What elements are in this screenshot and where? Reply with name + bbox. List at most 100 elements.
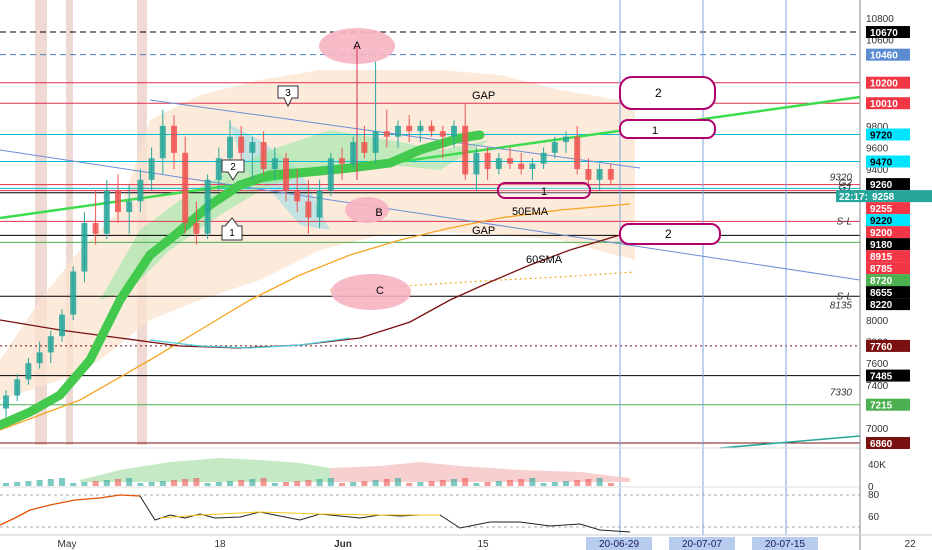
- candle-body: [529, 163, 536, 170]
- date-tag-bg: [669, 537, 735, 550]
- axis-note: G2: [839, 178, 853, 189]
- price-tag: 9200: [866, 226, 910, 239]
- price-tick-label: 8000: [866, 316, 889, 327]
- date-tag-label: 20-07-15: [765, 539, 805, 550]
- volume-bar: [563, 481, 569, 486]
- green-short-line: [719, 435, 861, 449]
- candle-body: [249, 142, 256, 153]
- box-1-low: [497, 182, 591, 199]
- price-tag: 9260: [866, 178, 910, 191]
- price-tag-value: 8220: [870, 300, 893, 311]
- box-2-bottom-label: 2: [665, 227, 672, 241]
- volume-bar: [395, 478, 401, 486]
- box-1-low-label: 1: [541, 186, 547, 198]
- volume-bar: [495, 481, 502, 486]
- candle-body: [383, 131, 390, 137]
- price-tag-value: 9720: [870, 130, 893, 141]
- candle-body: [361, 142, 368, 153]
- volume-bar: [59, 478, 65, 486]
- price-tag: 9720: [866, 128, 910, 141]
- price-tick-label: 7600: [866, 359, 889, 370]
- volume-bar: [159, 481, 166, 486]
- price-tag-bg: [866, 48, 910, 61]
- price-tag-bg: [866, 128, 910, 141]
- volume-bar: [227, 481, 233, 486]
- price-tag-bg: [836, 190, 932, 203]
- volume-bar: [47, 479, 54, 486]
- volume-bar: [529, 478, 536, 486]
- price-tick-label: 9800: [866, 122, 889, 133]
- date-tags: 20-06-29 20-07-07 20-07-15: [586, 537, 818, 550]
- price-tag-value: 9220: [870, 216, 893, 227]
- gap-top-label: GAP: [472, 90, 495, 102]
- candle-body: [294, 190, 301, 202]
- candle-body: [283, 158, 289, 191]
- candle-body: [406, 125, 413, 132]
- candle-body: [563, 136, 569, 143]
- price-tag: 8720: [866, 274, 910, 287]
- axis-note: 8135: [830, 300, 853, 311]
- volume-area-green: [80, 458, 330, 482]
- price-tag-value: 10460: [870, 51, 898, 62]
- price-tag-value: 9200: [870, 228, 893, 239]
- volume-bar: [137, 483, 144, 486]
- volume-bar: [81, 482, 88, 486]
- volume-bar: [305, 480, 312, 486]
- x-tick-label: Jun: [334, 539, 352, 550]
- candle-body: [574, 136, 581, 170]
- date-tag-bg: [752, 537, 818, 550]
- volume-bar: [473, 483, 480, 486]
- volume-bar: [484, 482, 491, 486]
- price-tag-bg: [866, 339, 910, 352]
- volume-bar: [551, 482, 558, 486]
- price-tag: 10200: [866, 76, 910, 90]
- volume-bar: [249, 479, 256, 486]
- candle-body: [59, 314, 65, 337]
- price-tag: 10670: [866, 26, 910, 39]
- price-tag-bg: [866, 398, 910, 411]
- volume-bar: [507, 480, 513, 486]
- price-tag-value: 9260: [870, 180, 893, 191]
- candle-body: [395, 125, 401, 137]
- green-band: [100, 130, 490, 300]
- price-tag-value: 10670: [870, 28, 898, 39]
- candle-body: [339, 158, 345, 164]
- x-tick-label: 22: [904, 539, 916, 550]
- volume-bar: [339, 483, 345, 486]
- wave-3-label: 3: [285, 88, 291, 99]
- rsi-tick-label: 60: [868, 512, 880, 523]
- ellipse-b: [345, 197, 389, 223]
- price-tag-bg: [866, 250, 910, 263]
- price-tag-bg: [866, 214, 910, 227]
- volume-bar: [574, 480, 581, 486]
- volume-bar: [70, 483, 77, 486]
- price-tag-value: 7760: [870, 342, 893, 353]
- wave-1-callout: [221, 217, 243, 241]
- axis-note: 9320: [830, 173, 853, 184]
- price-tag-value: 8915: [870, 252, 893, 263]
- price-tag-value: 9258: [872, 192, 895, 203]
- volume-bar: [92, 481, 99, 486]
- volume-bar: [596, 478, 603, 486]
- candle-body: [193, 222, 200, 234]
- candle-body: [507, 158, 513, 164]
- volume-bar: [372, 480, 379, 486]
- axis-note: S-L: [836, 216, 852, 227]
- price-tag-bg: [866, 437, 910, 449]
- volume-bars: [3, 478, 614, 486]
- price-tag-bg: [866, 97, 910, 110]
- price-tag-value: 9255: [870, 204, 893, 215]
- axis-note: G1: [839, 182, 852, 193]
- price-tick-label: 7000: [866, 424, 889, 435]
- candle-body: [607, 169, 614, 180]
- wave-3-callout: [277, 85, 299, 108]
- candle-body: [540, 152, 547, 164]
- volume-bar: [182, 479, 189, 486]
- box-2-top: [619, 76, 716, 110]
- price-tag: 10460: [866, 48, 910, 62]
- price-tag-bg: [866, 238, 910, 251]
- volume-bar: [260, 478, 267, 486]
- x-tick-label: 15: [477, 539, 489, 550]
- x-tick-label: 18: [214, 539, 226, 550]
- candle-body: [473, 152, 480, 175]
